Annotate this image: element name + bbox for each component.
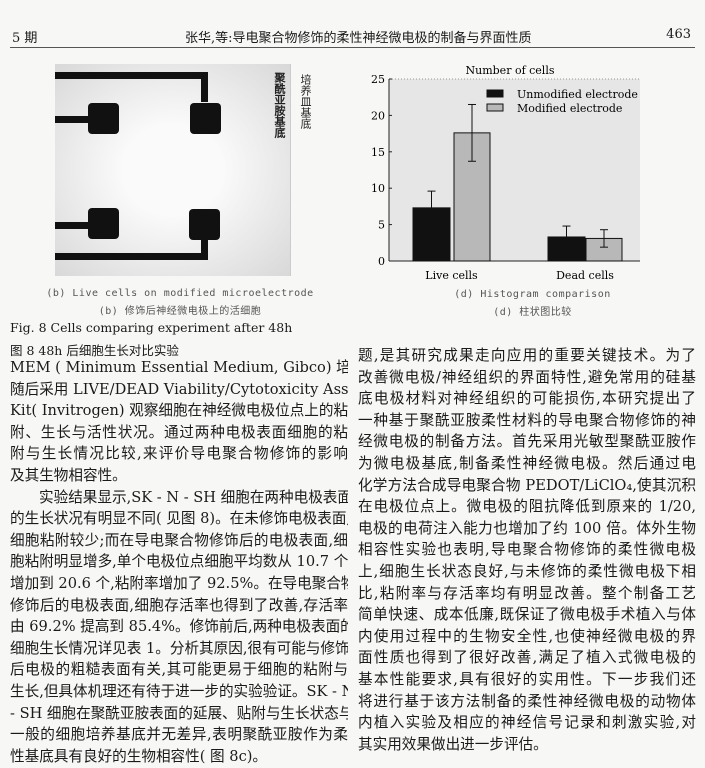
y-tick-label: 25 — [371, 73, 385, 86]
text-line: 相容性实验也表明,导电聚合物修饰的柔性微电极 — [358, 541, 696, 559]
electrode-trace — [201, 72, 208, 102]
text-line: 其实用效果做出进一步评估。 — [358, 735, 548, 753]
text-line: 增加到 20.6 个,粘附率增加了 92.5%。在导电聚合物 — [10, 574, 348, 592]
text-line: 的生长状况有明显不同( 见图 8)。在未修饰电极表面, — [10, 510, 348, 528]
electrode-pad — [88, 103, 119, 134]
polyimide-label: 聚酰亚胺基底 — [273, 72, 286, 138]
y-tick-label: 0 — [378, 255, 385, 268]
text-line: 经微电极的制备方法。首先采用光敏型聚酰亚胺作 — [358, 433, 696, 451]
micrograph-image: 聚酰亚胺基底 培养皿基底 — [55, 64, 312, 276]
text-line: 由 69.2% 提高到 85.4%。修饰前后,两种电极表面的 — [10, 618, 348, 636]
x-tick-label: Live cells — [425, 269, 478, 282]
chart-title: Number of cells — [466, 64, 555, 77]
text-line: MEM ( Minimum Essential Medium, Gibco) 培… — [10, 359, 348, 376]
electrode-trace — [55, 116, 90, 123]
text-line: 性基底具有良好的生物相容性( 图 8c)。 — [10, 747, 268, 765]
electrode-pad — [88, 208, 119, 239]
legend-swatch — [486, 103, 504, 112]
text-line: 后电极的粗糙表面有关,其可能更易于细胞的粘附与 — [10, 661, 348, 679]
figure-caption-en: Fig. 8 Cells comparing experiment after … — [10, 320, 293, 335]
electrode-trace — [55, 222, 90, 229]
text-line: 一般的细胞培养基底并无差异,表明聚酰亚胺作为柔 — [10, 726, 348, 744]
left-column-text: MEM ( Minimum Essential Medium, Gibco) 培… — [10, 357, 348, 767]
text-line: Kit( Invitrogen) 观察细胞在神经微电极位点上的粘 — [10, 402, 348, 420]
text-line: 在电极位点上。微电极的阻抗降低到原来的 1/20, — [358, 498, 696, 516]
legend-label: Modified electrode — [517, 102, 622, 115]
text-line: 附与生长情况比较,来评价导电聚合物修饰的影响 — [10, 445, 348, 463]
text-line: 改善微电极/神经组织的界面特性,避免常用的硅基 — [358, 368, 696, 386]
y-tick-label: 20 — [371, 109, 385, 122]
issue-number: 5 期 — [12, 31, 38, 46]
text-line: 底电极材料对神经组织的可能损伤,本研究提出了 — [358, 390, 696, 408]
text-line: 及其生物相容性。 — [10, 466, 127, 484]
text-line: 上,细胞生长状态良好,与未修饰的柔性微电极下相 — [358, 562, 696, 580]
text-line: - SH 细胞在聚酰亚胺表面的延展、贴附与生长状态与 — [10, 704, 348, 722]
electrode-pad — [189, 209, 220, 240]
text-line: 细胞粘附较少;而在导电聚合物修饰后的电极表面,细 — [10, 531, 348, 549]
text-line: 实验结果显示,SK - N - SH 细胞在两种电极表面 — [39, 488, 348, 506]
text-line: 胞粘附明显增多,单个电极位点细胞平均数从 10.7 个 — [10, 553, 348, 571]
text-line: 修饰后的电极表面,细胞存活率也得到了改善,存活率 — [10, 596, 348, 614]
y-tick-label: 5 — [378, 219, 385, 232]
y-tick-label: 10 — [371, 182, 385, 195]
text-line: 附、生长与活性状况。通过两种电极表面细胞的粘 — [10, 423, 348, 441]
electrode-trace — [55, 72, 208, 79]
legend-swatch — [486, 89, 504, 98]
figure-caption-cn: 图 8 48h 后细胞生长对比实验 — [10, 343, 179, 358]
text-line: 将进行基于该方法制备的柔性神经微电极的动物体 — [358, 692, 696, 710]
text-line: 内使用过程中的生物安全性,也使神经微电极的界 — [358, 627, 696, 645]
text-line: 题,是其研究成果走向应用的重要关键技术。为了 — [358, 347, 696, 364]
text-line: 一种基于聚酰亚胺柔性材料的导电聚合物修饰的神 — [358, 411, 696, 429]
x-tick-label: Dead cells — [556, 269, 614, 282]
figure-b-caption-en: (b) Live cells on modified microelectrod… — [46, 288, 314, 299]
text-line: 细胞生长情况详见表 1。分析其原因,很有可能与修饰 — [10, 639, 348, 657]
legend-label: Unmodified electrode — [517, 88, 638, 101]
running-title: 张华,等:导电聚合物修饰的柔性神经微电极的制备与界面性质 — [185, 31, 532, 46]
header-rule — [10, 47, 695, 48]
electrode-pad — [190, 103, 221, 134]
text-line: 为微电极基底,制备柔性神经微电极。然后通过电 — [358, 454, 696, 472]
text-line: 面性质也得到了很好改善,满足了植入式微电极的 — [358, 649, 696, 667]
y-tick-label: 15 — [371, 146, 385, 159]
histogram-chart: Number of cells 0 5 10 15 20 25 Live cells Dead… — [371, 64, 640, 282]
figure-d-caption-cn: (d) 柱状图比较 — [493, 307, 572, 318]
text-line: 简单快速、成本低廉,既保证了微电极手术植入与体 — [358, 606, 696, 624]
text-line: 基本性能要求,具有很好的实用性。下一步我们还 — [358, 670, 696, 688]
figure-d-caption-en: (d) Histogram comparison — [454, 289, 611, 300]
right-column-text: 题,是其研究成果走向应用的重要关键技术。为了 改善微电极/神经组织的界面特性,避免… — [358, 345, 696, 755]
text-line: 比,粘附率与存活率均有明显改善。整个制备工艺 — [358, 584, 696, 602]
page-number: 463 — [666, 27, 691, 42]
text-line: 内植入实验及相应的神经信号记录和刺激实验,对 — [358, 714, 696, 732]
text-line: 电极的电荷注入能力也增加了约 100 倍。体外生物 — [358, 519, 696, 537]
electrode-trace — [55, 253, 208, 260]
text-line: 化学方法合成导电聚合物 PEDOT/LiClO₄,使其沉积 — [358, 476, 696, 494]
dish-label: 培养皿基底 — [299, 74, 312, 129]
text-line: 生长,但具体机理还有待于进一步的实验验证。SK - N — [10, 682, 348, 700]
electrode-trace — [201, 236, 208, 260]
text-line: 随后采用 LIVE/DEAD Viability/Cytotoxicity As… — [10, 380, 348, 398]
figure-b-caption-cn: (b) 修饰后神经微电极上的活细胞 — [98, 306, 262, 317]
